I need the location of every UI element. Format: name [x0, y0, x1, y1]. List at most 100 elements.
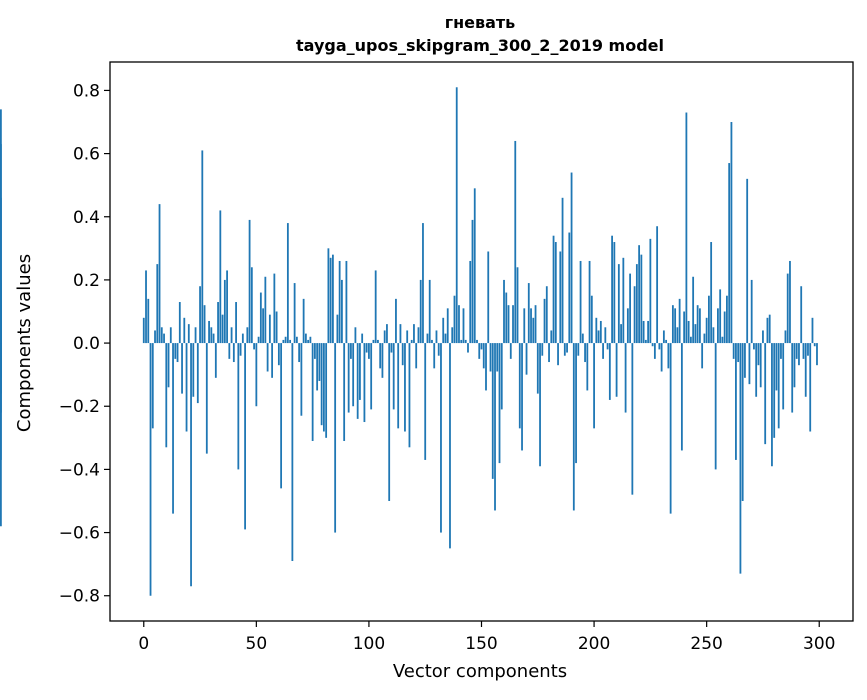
bar: [757, 343, 760, 366]
bar: [194, 327, 197, 344]
bar: [196, 343, 199, 404]
bar: [532, 317, 535, 344]
bar: [311, 343, 314, 441]
y-tick-label: −0.4: [59, 460, 100, 480]
bar: [264, 276, 267, 344]
bar: [712, 327, 715, 344]
bar: [435, 330, 438, 344]
bar: [302, 298, 305, 344]
bar: [277, 343, 280, 366]
bar: [327, 248, 330, 344]
bar: [563, 343, 566, 356]
bar: [696, 305, 699, 344]
bar: [586, 343, 589, 391]
chart-title: гневать: [445, 13, 516, 32]
bar: [667, 343, 670, 369]
bar: [377, 339, 379, 344]
bar: [262, 308, 264, 344]
bar: [680, 343, 683, 451]
bar: [498, 343, 501, 464]
bar: [187, 324, 190, 344]
bar: [746, 178, 749, 344]
bar: [154, 330, 156, 344]
bar: [482, 343, 485, 369]
bar: [581, 333, 584, 344]
y-tick-label: 0.8: [73, 81, 100, 101]
bar: [304, 333, 307, 344]
bar: [181, 343, 183, 394]
bar: [282, 339, 285, 344]
bar: [431, 339, 433, 344]
bar: [309, 336, 312, 344]
bar: [552, 235, 555, 344]
bar: [496, 343, 499, 372]
bar: [178, 302, 181, 344]
bar: [631, 343, 634, 495]
bar: [388, 343, 391, 501]
bar: [541, 343, 544, 356]
bar: [428, 279, 431, 344]
bar: [570, 172, 573, 344]
bar: [291, 343, 294, 561]
bar: [624, 343, 627, 413]
bar: [719, 289, 722, 344]
bar: [577, 343, 580, 356]
bar: [530, 308, 532, 344]
bar: [169, 327, 172, 344]
bar: [313, 343, 316, 359]
bar: [595, 317, 598, 344]
bar: [442, 317, 445, 344]
bar: [579, 260, 582, 344]
bar: [0, 109, 2, 344]
bar: [399, 324, 402, 344]
bar: [147, 298, 150, 344]
bar: [386, 324, 388, 344]
bar: [253, 343, 255, 350]
bar: [476, 339, 478, 344]
bar: [804, 343, 807, 397]
bar: [293, 283, 296, 344]
bar: [721, 336, 724, 344]
bar: [217, 302, 219, 344]
x-tick-label: 200: [578, 634, 610, 654]
bar: [246, 327, 249, 344]
bar: [559, 251, 562, 344]
bar: [509, 343, 512, 359]
bar: [235, 302, 237, 344]
y-tick-label: 0.0: [73, 334, 100, 354]
bar: [408, 343, 411, 448]
y-tick-label: 0.6: [73, 145, 100, 165]
bar: [289, 339, 292, 344]
bar: [572, 343, 575, 511]
bar: [699, 308, 701, 344]
bar: [381, 343, 384, 378]
bar: [633, 286, 636, 344]
bar: [158, 204, 161, 344]
bar: [325, 343, 328, 438]
bar: [658, 343, 661, 350]
bar: [782, 343, 785, 410]
bar: [464, 339, 467, 344]
bar: [226, 270, 228, 344]
bar: [771, 343, 773, 467]
bar: [800, 286, 803, 344]
bar: [467, 343, 469, 353]
y-ticks-group: −0.8 −0.6 −0.4 −0.2 0.0 0.2 0.4 0.6 0.8: [59, 81, 110, 607]
bar: [480, 343, 483, 350]
bar: [446, 308, 449, 344]
bar: [370, 343, 373, 410]
bar: [460, 339, 463, 344]
bar: [566, 343, 568, 353]
bar: [786, 273, 789, 344]
bar: [662, 330, 665, 344]
bar: [494, 343, 496, 511]
bar: [750, 279, 753, 344]
bar: [793, 343, 796, 388]
bar: [678, 298, 681, 344]
bar: [773, 343, 776, 438]
bar: [608, 343, 611, 400]
bar: [491, 343, 494, 479]
bar: [473, 188, 476, 344]
bar: [741, 343, 744, 501]
bar: [354, 327, 357, 344]
